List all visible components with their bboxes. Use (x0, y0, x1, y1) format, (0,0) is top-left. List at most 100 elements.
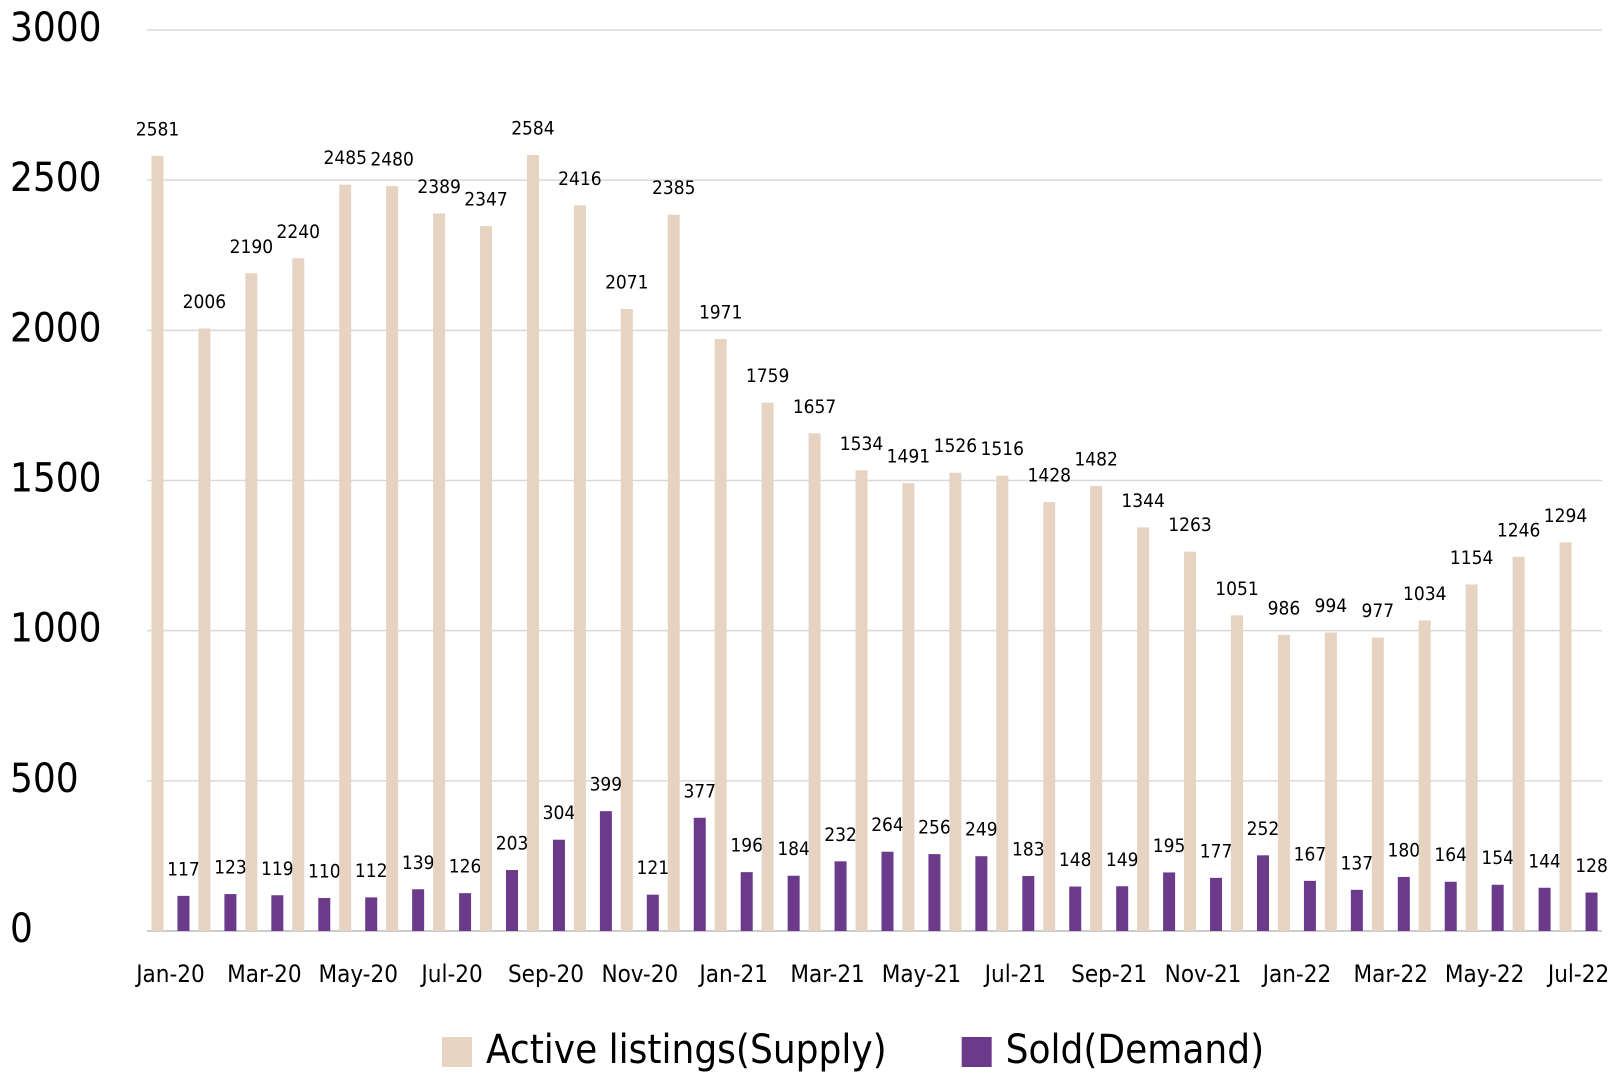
value-label: 1657 (793, 396, 837, 418)
value-label: 1294 (1544, 505, 1588, 527)
bar (412, 889, 425, 931)
x-tick-label: Nov-21 (1165, 960, 1242, 988)
y-tick-label: 500 (10, 756, 79, 802)
value-label: 177 (1200, 840, 1233, 862)
value-label: 1246 (1497, 519, 1541, 541)
bar (1512, 556, 1525, 931)
bar (855, 470, 868, 931)
bar (1210, 877, 1223, 931)
value-label: 2480 (370, 149, 414, 171)
value-label: 249 (965, 819, 998, 841)
value-label: 232 (824, 824, 857, 846)
y-tick-label: 0 (10, 906, 33, 952)
value-label: 196 (730, 835, 763, 857)
y-tick-label: 3000 (10, 5, 102, 51)
value-label: 180 (1387, 839, 1420, 861)
value-label: 117 (167, 858, 200, 880)
y-tick-label: 2000 (10, 305, 102, 351)
legend-swatch (442, 1037, 472, 1067)
y-tick-label: 2500 (10, 155, 102, 201)
value-label: 1154 (1450, 547, 1494, 569)
y-tick-label: 1500 (10, 456, 102, 502)
value-label: 154 (1481, 847, 1514, 869)
bar (1397, 876, 1410, 931)
bar (459, 893, 472, 931)
value-label: 139 (402, 852, 435, 874)
bar (1163, 872, 1176, 931)
bar (573, 205, 586, 932)
legend-label: Active listings(Supply) (486, 1027, 887, 1073)
bar (271, 895, 284, 931)
bar (1303, 880, 1316, 931)
value-label: 123 (214, 857, 247, 879)
bar (1559, 542, 1572, 931)
bar (646, 894, 659, 931)
value-label: 149 (1106, 849, 1139, 871)
bar (1137, 527, 1150, 931)
value-label: 2347 (464, 189, 508, 211)
value-label: 264 (871, 814, 904, 836)
y-tick-label: 1000 (10, 606, 102, 652)
bar (834, 861, 847, 931)
bar (292, 258, 305, 932)
value-label: 1534 (840, 433, 884, 455)
bar (198, 328, 211, 931)
value-label: 1051 (1215, 578, 1259, 600)
value-label: 2006 (183, 291, 227, 313)
value-label: 2584 (511, 117, 555, 139)
value-label: 126 (449, 856, 482, 878)
bar (787, 875, 800, 931)
bar (1585, 892, 1598, 931)
value-label: 2581 (136, 118, 180, 140)
bar (1491, 884, 1504, 931)
bar (1350, 889, 1363, 931)
bar (1418, 620, 1431, 931)
x-tick-label: Mar-21 (790, 960, 864, 988)
bar (975, 856, 988, 931)
value-label: 164 (1434, 844, 1467, 866)
bar (318, 897, 331, 931)
value-label: 195 (1153, 835, 1186, 857)
bar (1069, 886, 1082, 931)
value-label: 1516 (981, 438, 1025, 460)
value-label: 1034 (1403, 583, 1447, 605)
bar (1324, 632, 1337, 931)
value-label: 2485 (323, 147, 367, 169)
bar (386, 186, 399, 931)
bar (552, 839, 565, 931)
value-label: 2416 (558, 168, 602, 190)
value-label: 2190 (230, 236, 274, 258)
x-tick-label: Jan-20 (134, 960, 205, 988)
value-label: 2240 (277, 221, 321, 243)
value-label: 110 (308, 860, 341, 882)
bar (902, 483, 915, 931)
x-tick-label: Sep-21 (1071, 960, 1147, 988)
value-label: 128 (1575, 855, 1608, 877)
bar (714, 339, 727, 932)
value-label: 121 (637, 857, 670, 879)
value-label: 1971 (699, 302, 743, 324)
bar (808, 433, 821, 931)
value-label: 2385 (652, 177, 696, 199)
value-label: 256 (918, 817, 951, 839)
bar (433, 213, 446, 931)
bar (599, 811, 612, 931)
bar (245, 273, 258, 931)
bar (480, 226, 493, 931)
bar (949, 472, 962, 931)
value-label: 184 (777, 838, 810, 860)
value-label: 399 (590, 774, 623, 796)
bar (620, 309, 633, 932)
bar (151, 155, 164, 931)
bar (1444, 881, 1457, 931)
x-tick-label: Nov-20 (601, 960, 678, 988)
value-label: 1263 (1168, 514, 1212, 536)
bar (881, 851, 894, 931)
bar (1538, 887, 1551, 931)
bar (1116, 886, 1129, 931)
bar (177, 895, 190, 931)
value-label: 1491 (887, 446, 931, 468)
bar (1256, 855, 1269, 931)
bar (996, 475, 1009, 931)
